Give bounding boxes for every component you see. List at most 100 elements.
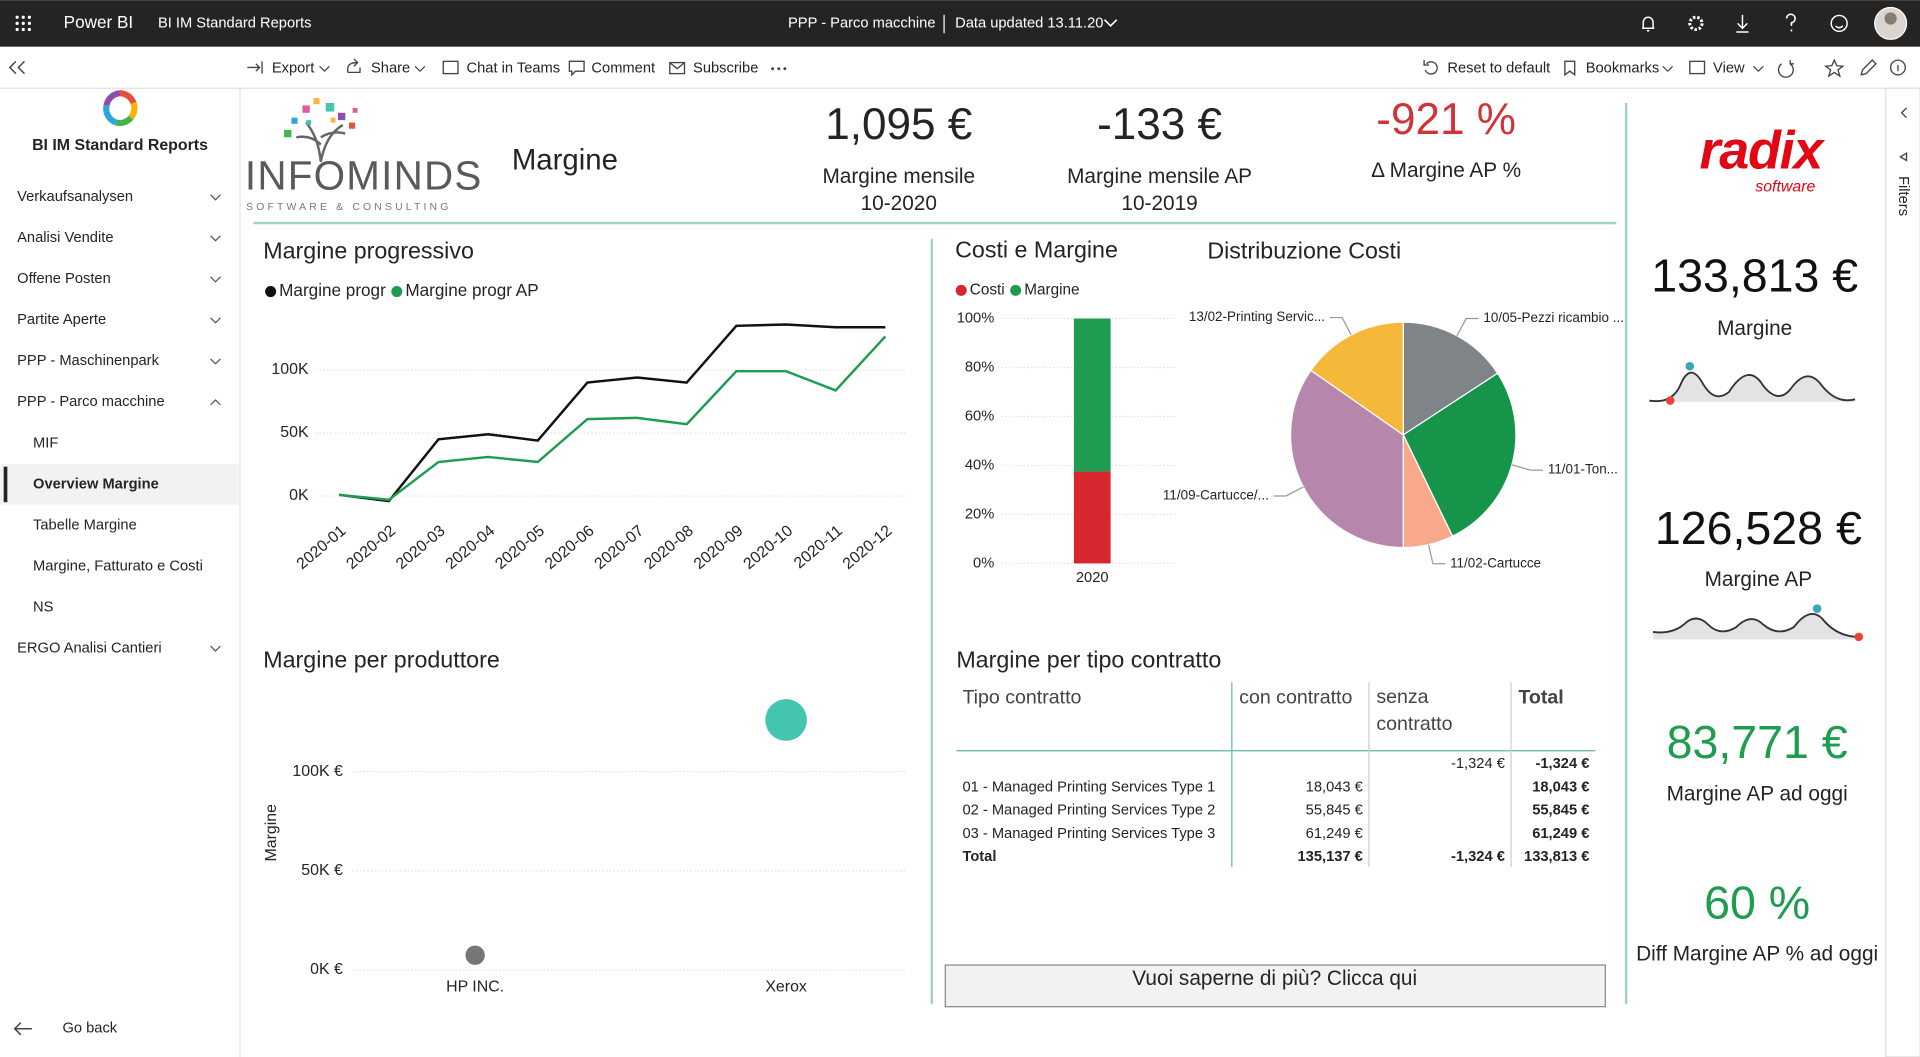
back-icon[interactable] xyxy=(13,1022,32,1036)
active-row xyxy=(0,464,239,505)
table-cell: 18,043 € xyxy=(1306,779,1363,795)
kpi-label: Margine AP xyxy=(1705,568,1813,591)
nav-item[interactable]: Partite Aperte xyxy=(17,312,106,328)
nav-title: BI IM Standard Reports xyxy=(32,137,208,154)
feedback-icon[interactable] xyxy=(1830,14,1848,33)
leader-line xyxy=(1427,544,1446,565)
nav-item[interactable]: MIF xyxy=(33,435,58,451)
sparkline-dot xyxy=(1854,632,1864,642)
table-cell: 61,249 € xyxy=(1306,826,1363,842)
nav-item[interactable]: PPP - Maschinenpark xyxy=(17,353,159,369)
header-line: senza xyxy=(1376,686,1434,708)
chevron[interactable] xyxy=(210,358,221,365)
dropdown-icon[interactable] xyxy=(319,65,330,73)
toolbar-action[interactable]: Comment xyxy=(591,61,655,77)
chevron[interactable] xyxy=(210,276,221,283)
y-tick-label: 100% xyxy=(957,310,995,326)
leader-line xyxy=(1273,486,1304,497)
avatar-head xyxy=(1884,12,1897,25)
notifications-icon[interactable] xyxy=(1642,16,1655,32)
toolbar-action[interactable]: Bookmarks xyxy=(1586,61,1659,77)
toolbar-action[interactable]: Reset to default xyxy=(1447,61,1550,77)
chevron[interactable] xyxy=(210,317,221,324)
dropdown-icon[interactable] xyxy=(1103,19,1118,27)
chevron[interactable] xyxy=(210,399,221,406)
toolbar-action[interactable]: Export xyxy=(272,61,314,77)
nav-item[interactable]: Tabelle Margine xyxy=(33,517,137,533)
nav-item[interactable]: NS xyxy=(33,599,54,615)
toolbar-action[interactable]: Subscribe xyxy=(693,61,758,77)
toolbar-icons xyxy=(247,58,1908,162)
nav-item[interactable]: Verkaufsanalysen xyxy=(17,189,133,205)
nav-item[interactable]: PPP - Parco macchine xyxy=(17,394,165,410)
app-name[interactable]: Power BI xyxy=(64,12,133,32)
dropdown-icon[interactable] xyxy=(414,65,426,73)
toolbar-action[interactable]: Share xyxy=(371,61,410,77)
table-cell: 02 - Managed Printing Services Type 2 xyxy=(962,803,1215,819)
cta-label[interactable]: Vuoi saperne di più? Clicca qui xyxy=(1132,967,1417,990)
legend-marker xyxy=(265,286,277,298)
kpi-label: Margine mensile AP xyxy=(1067,165,1252,188)
legend-label: Margine xyxy=(1024,281,1079,298)
chevron[interactable] xyxy=(210,194,221,201)
toolbar-action[interactable]: View xyxy=(1713,61,1745,77)
chevron[interactable] xyxy=(210,645,221,652)
x-tick-label: Xerox xyxy=(765,978,807,995)
dropdown-icon[interactable] xyxy=(1662,65,1674,73)
table-cell: 18,043 € xyxy=(1532,779,1589,795)
more-actions[interactable] xyxy=(771,67,787,71)
nav-item[interactable]: Offene Posten xyxy=(17,271,111,287)
filters-label[interactable]: Filters xyxy=(1895,176,1911,216)
sparkline-area xyxy=(1649,372,1856,402)
column-header: Total xyxy=(1518,686,1563,708)
report-name: PPP - Parco macchine xyxy=(788,15,936,31)
line xyxy=(339,323,886,503)
nav-item[interactable]: ERGO Analisi Cantieri xyxy=(17,640,161,656)
toolbar-action[interactable]: Chat in Teams xyxy=(467,61,561,77)
go-back[interactable]: Go back xyxy=(62,1021,117,1037)
table-title: Margine per tipo contratto xyxy=(956,646,1221,672)
bubble xyxy=(765,699,807,741)
settings-icon[interactable] xyxy=(1688,15,1704,32)
kpi-value: 1,095 € xyxy=(825,100,972,149)
download-icon[interactable] xyxy=(1736,14,1749,33)
kpi-value: -921 % xyxy=(1376,95,1516,144)
nav-item[interactable]: Margine, Fatturato e Costi xyxy=(33,558,203,574)
kpi-label: Margine xyxy=(1717,317,1792,340)
slice-label: 13/02-Printing Servic... xyxy=(1189,309,1325,324)
cta-button[interactable] xyxy=(944,964,1606,1008)
legend-label: Margine progr xyxy=(279,280,386,300)
chart-title: Margine per produttore xyxy=(263,646,500,672)
kpi-value: -133 € xyxy=(1097,100,1222,149)
workspace-name[interactable]: BI IM Standard Reports xyxy=(158,15,311,31)
slice-label: 11/01-Ton... xyxy=(1548,462,1618,477)
slice-label: 10/05-Pezzi ricambio ... xyxy=(1483,310,1624,325)
header-line: contratto xyxy=(1376,713,1452,735)
partner-logo: radix xyxy=(1700,121,1826,181)
partner-tagline: software xyxy=(1755,179,1815,196)
table-cell: -1,324 € xyxy=(1535,756,1589,772)
kpi-label: Margine mensile xyxy=(822,165,975,188)
kpi-label: Diff Margine AP % ad oggi xyxy=(1636,943,1878,966)
filters-strip[interactable] xyxy=(1885,87,1920,1057)
kpi-value: 126,528 € xyxy=(1655,502,1862,554)
dropdown-icon[interactable] xyxy=(1753,65,1764,73)
table-cell: -1,324 € xyxy=(1451,849,1505,865)
collapse-nav[interactable] xyxy=(8,60,26,75)
slice-label: 11/02-Cartucce xyxy=(1450,555,1541,570)
nav-item[interactable]: Analisi Vendite xyxy=(17,230,113,246)
nav-item[interactable]: Overview Margine xyxy=(33,476,159,492)
help-icon[interactable] xyxy=(1785,13,1796,32)
kpi-label: Δ Margine AP % xyxy=(1371,159,1521,182)
kpi-value: 83,771 € xyxy=(1667,716,1848,768)
app-launcher[interactable] xyxy=(15,15,31,32)
x-tick-label: HP INC. xyxy=(446,978,504,995)
logo-text: INFOMINDS xyxy=(245,153,483,199)
table-cell: Total xyxy=(962,849,996,865)
table-cell: 55,845 € xyxy=(1306,803,1363,819)
data-updated: Data updated 13.11.20 xyxy=(955,15,1103,31)
x-tick-label: 2020 xyxy=(1076,570,1109,586)
chevron[interactable] xyxy=(210,235,221,242)
kpi-value: 133,813 € xyxy=(1651,250,1858,302)
